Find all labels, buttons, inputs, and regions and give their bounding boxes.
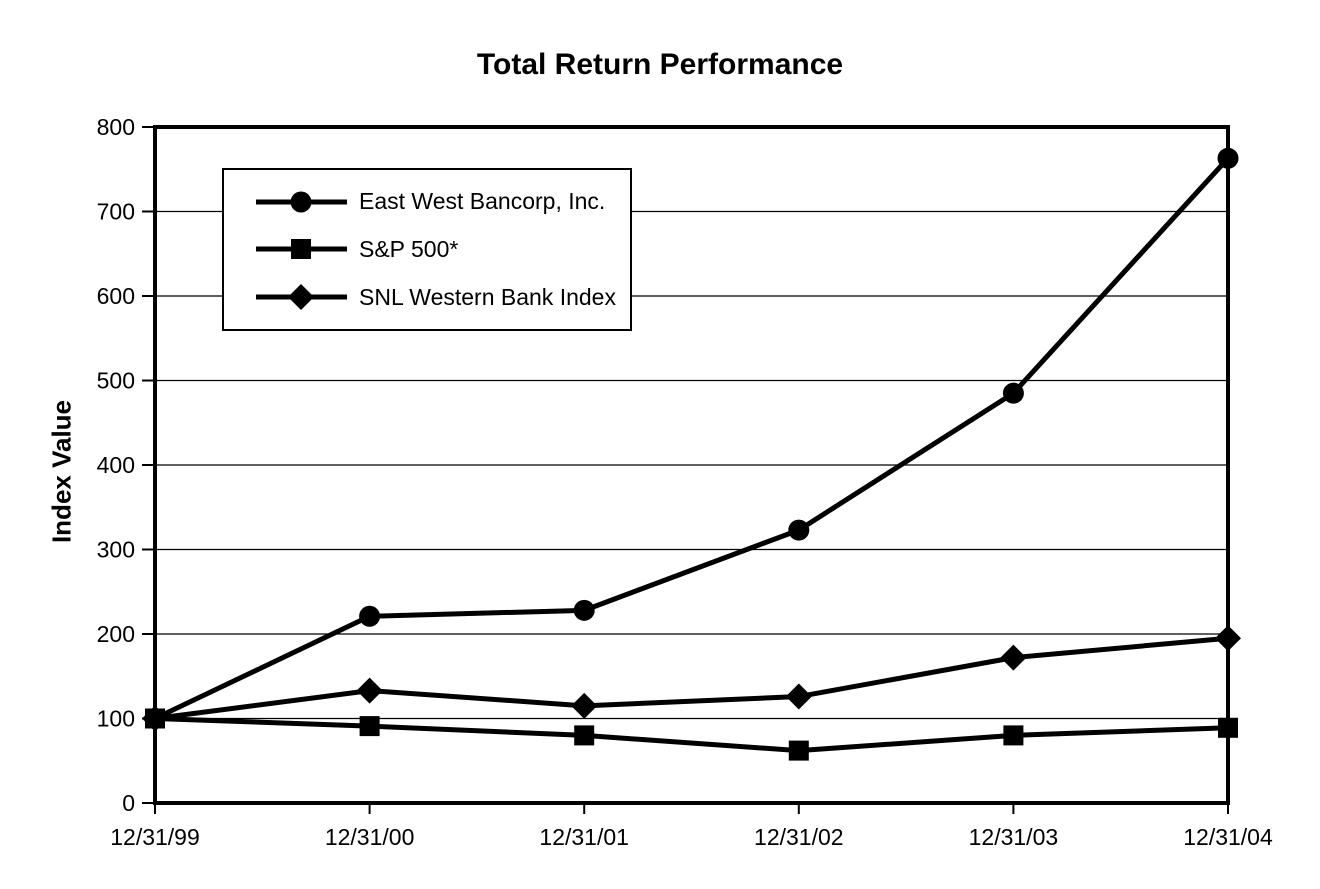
chart-title: Total Return Performance bbox=[476, 48, 844, 81]
diamond-marker-series-2-point-5 bbox=[1215, 625, 1241, 652]
circle-marker-series-0-point-4 bbox=[1002, 382, 1024, 404]
square-marker-series-1-point-0 bbox=[145, 708, 165, 729]
series-line-2 bbox=[154, 635, 1229, 721]
diamond-legend-sample-icon bbox=[256, 284, 347, 311]
square-marker-series-1-point-1 bbox=[359, 716, 380, 737]
x-tick-label-0: 12/31/99 bbox=[110, 824, 200, 850]
legend-label-1: S&P 500* bbox=[359, 235, 459, 262]
y-tick-label-0: 0 bbox=[122, 790, 135, 816]
circle-legend-sample-icon bbox=[256, 191, 347, 213]
x-tick-label-2: 12/31/01 bbox=[539, 824, 629, 850]
legend-label-2: SNL Western Bank Index bbox=[359, 283, 616, 310]
circle-marker-series-0-point-1 bbox=[359, 605, 381, 627]
x-tick-label-4: 12/31/03 bbox=[969, 824, 1059, 850]
diamond-legend-marker-icon bbox=[288, 284, 314, 311]
y-tick-label-200: 200 bbox=[97, 621, 135, 647]
y-tick-label-800: 800 bbox=[97, 114, 135, 140]
series-line-1 bbox=[154, 716, 1229, 754]
y-tick-label-300: 300 bbox=[97, 537, 135, 563]
legend-label-0: East West Bancorp, Inc. bbox=[359, 188, 606, 215]
circle-marker-series-0-point-3 bbox=[788, 519, 810, 541]
circle-marker-series-0-point-2 bbox=[573, 599, 595, 621]
x-tick-label-1: 12/31/00 bbox=[325, 824, 415, 850]
diamond-marker-series-2-point-1 bbox=[356, 677, 383, 704]
legend-item-2: SNL Western Bank Index bbox=[254, 282, 630, 312]
y-tick-label-600: 600 bbox=[97, 283, 135, 309]
x-tick-label-3: 12/31/02 bbox=[754, 824, 844, 850]
legend-item-1: S&P 500* bbox=[254, 234, 630, 264]
legend-item-0: East West Bancorp, Inc. bbox=[254, 187, 630, 217]
y-tick-label-700: 700 bbox=[97, 199, 135, 225]
diamond-marker-series-2-point-4 bbox=[1000, 644, 1027, 671]
diamond-marker-series-2-point-2 bbox=[571, 692, 598, 719]
circle-marker-series-0-point-5 bbox=[1217, 147, 1239, 169]
y-tick-label-500: 500 bbox=[97, 368, 135, 394]
square-legend-marker-icon bbox=[291, 239, 311, 260]
circle-legend-marker-icon bbox=[290, 191, 312, 213]
diamond-marker-series-2-point-3 bbox=[785, 683, 812, 710]
square-marker-series-1-point-5 bbox=[1218, 717, 1238, 738]
plot-frame bbox=[153, 125, 1230, 805]
square-legend-sample-icon bbox=[256, 239, 347, 260]
square-marker-series-1-point-4 bbox=[1003, 725, 1024, 746]
square-marker-series-1-point-2 bbox=[574, 725, 595, 746]
legend: East West Bancorp, Inc. S&P 500* SNL Weste… bbox=[222, 168, 632, 331]
series-line-0 bbox=[153, 156, 1230, 721]
square-marker-series-1-point-3 bbox=[788, 740, 809, 761]
y-tick-label-400: 400 bbox=[97, 452, 135, 478]
x-tick-label-5: 12/31/04 bbox=[1183, 824, 1273, 850]
y-tick-label-100: 100 bbox=[97, 706, 135, 732]
